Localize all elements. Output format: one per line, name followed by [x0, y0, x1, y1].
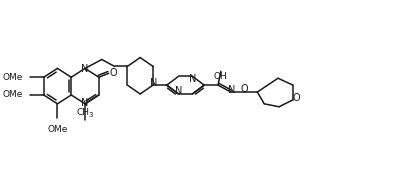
Text: OMe: OMe — [2, 90, 23, 100]
Text: N: N — [175, 86, 182, 96]
Text: N: N — [150, 78, 157, 88]
Text: N: N — [189, 74, 196, 84]
Text: O: O — [293, 93, 301, 103]
Text: O: O — [241, 84, 248, 94]
Text: O: O — [110, 68, 117, 78]
Text: OH: OH — [213, 72, 227, 81]
Text: 3: 3 — [89, 112, 93, 118]
Text: OMe: OMe — [2, 73, 23, 82]
Text: CH: CH — [76, 108, 90, 117]
Text: N: N — [228, 85, 236, 95]
Text: N: N — [81, 98, 89, 108]
Text: N: N — [81, 64, 89, 74]
Text: OMe: OMe — [47, 125, 67, 134]
